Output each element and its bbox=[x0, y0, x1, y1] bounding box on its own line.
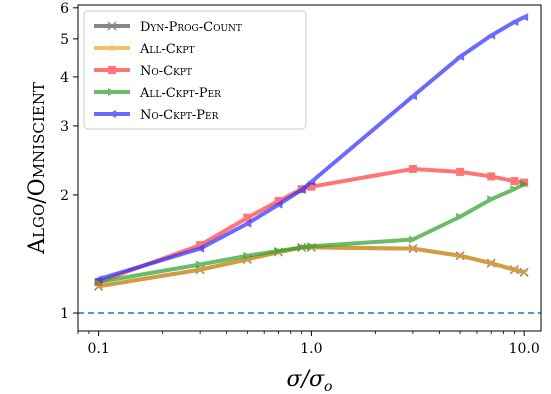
legend-item-no-ckpt-per bbox=[94, 110, 130, 118]
data-point-no-ckpt-per-7 bbox=[456, 52, 465, 61]
data-point-all-ckpt-7 bbox=[455, 251, 465, 260]
series-all-ckpt bbox=[94, 243, 529, 290]
series-all-ckpt-per bbox=[94, 180, 529, 286]
data-point-all-ckpt-per-8 bbox=[487, 195, 496, 204]
legend-marker-no-ckpt-per bbox=[108, 110, 116, 118]
data-point-no-ckpt-2 bbox=[243, 213, 252, 222]
legend-marker-no-ckpt bbox=[108, 66, 116, 74]
data-point-no-ckpt-per-4 bbox=[297, 185, 306, 194]
data-point-no-ckpt-8 bbox=[487, 172, 496, 181]
legend-item-all-ckpt bbox=[94, 43, 130, 52]
data-point-no-ckpt-per-1 bbox=[196, 244, 205, 253]
legend-item-no-ckpt bbox=[94, 66, 130, 74]
data-point-all-ckpt-per-4 bbox=[297, 243, 306, 252]
legend: Dyn-Prog-Count All-Ckpt No-Ckpt All-Ckpt-Pe… bbox=[83, 10, 307, 130]
data-point-all-ckpt-per-7 bbox=[456, 212, 465, 221]
data-point-no-ckpt-per-0 bbox=[94, 275, 103, 284]
data-point-no-ckpt-per-5 bbox=[307, 177, 316, 186]
data-point-all-ckpt-per-5 bbox=[307, 242, 316, 251]
data-point-no-ckpt-3 bbox=[274, 197, 283, 206]
axes-frame bbox=[77, 4, 542, 332]
x-tick-label: 1.0 bbox=[300, 341, 322, 357]
data-point-no-ckpt-7 bbox=[456, 167, 465, 176]
data-point-no-ckpt-per-3 bbox=[274, 200, 283, 209]
data-point-no-ckpt-per-9 bbox=[510, 18, 519, 27]
data-point-no-ckpt-1 bbox=[196, 241, 205, 250]
data-point-all-ckpt-per-9 bbox=[510, 185, 519, 194]
data-point-all-ckpt-per-1 bbox=[196, 260, 205, 269]
data-point-all-ckpt-6 bbox=[408, 244, 418, 253]
data-point-no-ckpt-per-8 bbox=[487, 31, 496, 40]
y-tick-label: 4 bbox=[60, 70, 69, 86]
data-point-no-ckpt-per-6 bbox=[408, 92, 417, 101]
data-point-all-ckpt-per-6 bbox=[408, 235, 417, 244]
legend-item-all-ckpt-per bbox=[94, 88, 130, 96]
data-point-all-ckpt-9 bbox=[510, 265, 519, 274]
y-tick-label: 3 bbox=[60, 119, 69, 135]
legend-label: Dyn-Prog-Count bbox=[140, 20, 242, 35]
data-point-no-ckpt-per-10 bbox=[520, 13, 529, 22]
y-axis-label: Algo/Omniscient bbox=[25, 82, 50, 255]
legend-label: No-Ckpt-Per bbox=[140, 108, 219, 123]
axes: 0.1 1.0 10.0 1 2 3 4 5 6 bbox=[60, 1, 542, 357]
legend-box bbox=[83, 10, 307, 130]
x-tick-label: 0.1 bbox=[87, 341, 109, 357]
legend-marker-dyn-prog-count bbox=[107, 21, 117, 31]
data-point-all-ckpt-per-3 bbox=[274, 246, 283, 255]
series-dyn-prog-count bbox=[94, 242, 529, 291]
data-point-all-ckpt-10 bbox=[519, 267, 529, 276]
x-tick-label: 10.0 bbox=[509, 341, 540, 357]
y-tick-label: 6 bbox=[60, 1, 69, 17]
data-point-all-ckpt-1 bbox=[195, 265, 205, 274]
data-point-all-ckpt-8 bbox=[487, 258, 496, 267]
data-point-no-ckpt-6 bbox=[408, 164, 417, 173]
legend-label: All-Ckpt-Per bbox=[139, 86, 221, 101]
data-point-all-ckpt-per-2 bbox=[243, 251, 252, 260]
legend-label: All-Ckpt bbox=[139, 42, 194, 57]
data-point-no-ckpt-9 bbox=[510, 177, 519, 186]
legend-label: No-Ckpt bbox=[140, 64, 192, 79]
data-point-all-ckpt-2 bbox=[243, 255, 252, 263]
data-point-no-ckpt-5 bbox=[307, 182, 316, 191]
legend-marker-all-ckpt bbox=[107, 43, 117, 52]
legend-marker-all-ckpt-per bbox=[108, 88, 116, 96]
y-tick-label: 5 bbox=[60, 32, 69, 48]
data-point-all-ckpt-per-10 bbox=[520, 180, 529, 189]
data-point-no-ckpt-per-2 bbox=[243, 219, 252, 228]
x-axis-label: σ/σo bbox=[287, 367, 333, 394]
series-no-ckpt-per bbox=[94, 13, 529, 284]
y-tick-label: 2 bbox=[60, 188, 69, 204]
series-line-all-ckpt-per bbox=[98, 182, 526, 284]
plot-area bbox=[78, 13, 541, 314]
y-tick-label: 1 bbox=[60, 306, 69, 322]
axis-labels: σ/σo Algo/Omniscient bbox=[25, 82, 332, 394]
legend-item-dyn-prog-count bbox=[94, 21, 130, 31]
